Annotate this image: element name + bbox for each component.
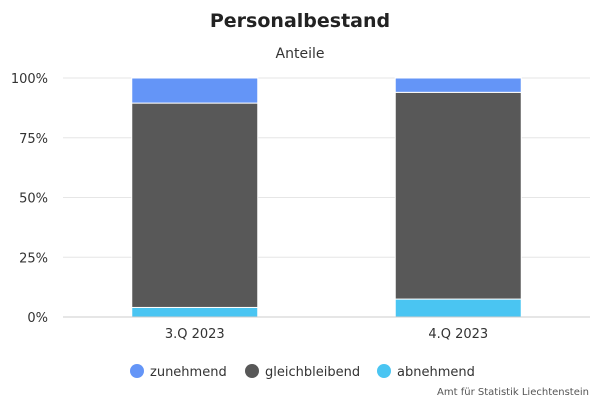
y-tick-label: 0% xyxy=(27,311,48,326)
chart-subtitle: Anteile xyxy=(276,46,325,62)
bar-segment-gleichbleibend xyxy=(131,102,259,308)
x-tick-label: 4.Q 2023 xyxy=(428,327,488,342)
legend-marker-gleichbleibend xyxy=(245,364,259,378)
bar-segment-abnehmend xyxy=(131,306,259,318)
y-tick-label: 75% xyxy=(19,132,48,147)
bar-segment-abnehmend xyxy=(394,298,522,318)
y-tick-label: 50% xyxy=(19,192,48,207)
x-tick-label: 3.Q 2023 xyxy=(165,327,225,342)
legend-label-abnehmend: abnehmend xyxy=(397,365,475,380)
y-tick-label: 25% xyxy=(19,251,48,266)
bar-segment-zunehmend xyxy=(394,77,522,93)
legend-marker-abnehmend xyxy=(377,364,391,378)
chart-title: Personalbestand xyxy=(210,10,390,32)
bar-segment-gleichbleibend xyxy=(394,91,522,300)
bar-segment-zunehmend xyxy=(131,77,259,104)
y-tick-label: 100% xyxy=(11,72,48,87)
credit-text: Amt für Statistik Liechtenstein xyxy=(437,387,589,398)
bars xyxy=(131,77,522,318)
x-axis-ticks: 3.Q 2023 4.Q 2023 xyxy=(165,327,488,342)
legend-label-zunehmend: zunehmend xyxy=(150,365,227,380)
y-axis-ticks: 0% 25% 50% 75% 100% xyxy=(11,72,48,326)
legend-marker-zunehmend xyxy=(130,364,144,378)
legend-label-gleichbleibend: gleichbleibend xyxy=(265,365,360,380)
legend: zunehmend gleichbleibend abnehmend xyxy=(130,364,475,380)
